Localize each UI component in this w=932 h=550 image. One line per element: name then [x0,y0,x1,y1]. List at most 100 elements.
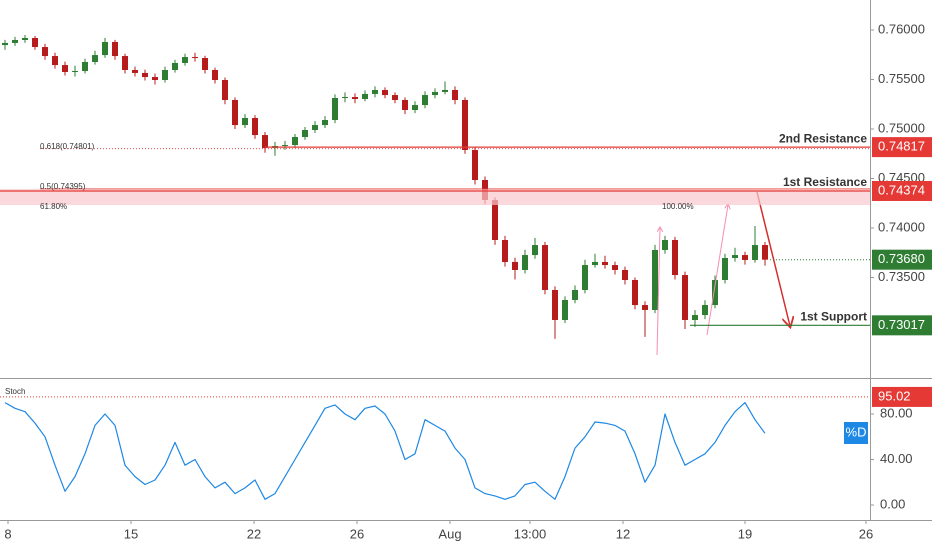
candle-body [462,99,468,150]
candle-body [632,279,638,306]
candle-body [752,245,758,260]
candle-body [642,305,648,310]
candle-body [542,245,548,290]
candle-body [742,255,748,260]
price-tag [872,137,932,158]
candle-body [732,255,738,259]
resistance-zone [0,188,870,206]
candle-body [532,245,538,256]
candle-body [182,57,188,63]
price-tag-label: 95.02 [878,388,911,403]
fib-label: 0.618(0.74801) [40,142,95,151]
fib-percent: 61.80% [40,202,67,211]
candle-body [252,118,258,136]
y-tick-label: 0.73500 [878,269,925,284]
candle-body [382,89,388,96]
candle-body [322,119,328,126]
candle-body [392,95,398,100]
candle-body [332,98,338,120]
candle-body [592,261,598,266]
candle-body [602,261,608,266]
stoch-title: Stoch [5,387,25,396]
candle-body [282,145,288,147]
swing-arrow [706,205,728,336]
candle-body [572,289,578,300]
candle-body [52,56,58,66]
swing-arrow [656,228,660,356]
candle-body [682,275,688,320]
x-tick-label: 19 [738,526,752,541]
candle-body [472,149,478,180]
candle-body [132,69,138,73]
candle-body [222,79,228,100]
candle-body [342,97,348,99]
candle-body [442,89,448,92]
candle-body [162,69,168,80]
candle-body [32,38,38,48]
x-tick-label: 26 [859,526,873,541]
candle-body [12,39,18,43]
candle-body [562,299,568,320]
candle-body [232,99,238,126]
candle-body [652,249,658,310]
y-tick-label: 40.00 [880,451,913,466]
x-tick-label: Aug [438,526,461,541]
candle-body [622,269,628,280]
candle-body [2,42,8,46]
level-name: 1st Resistance [783,175,867,189]
candle-body [92,55,98,62]
candle-body [702,305,708,316]
y-tick-label: 0.00 [880,496,905,511]
candle-body [72,70,78,72]
fib-label: 0.5(0.74395) [40,182,86,191]
candle-body [372,89,378,94]
candle-body [552,289,558,320]
candle-body [82,61,88,71]
level-name: 1st Support [800,310,867,324]
candle-body [362,93,368,100]
candle-body [582,265,588,290]
candle-body [722,258,728,280]
candle-body [202,58,208,70]
candle-body [62,65,68,72]
candle-body [492,199,498,240]
price-tag-label: 0.74817 [878,139,925,154]
candle-body [302,129,308,138]
x-tick-label: 8 [4,526,11,541]
fib-percent: 100.00% [662,202,694,211]
candle-body [242,118,248,126]
level-name: 2nd Resistance [779,131,867,145]
price-tag [872,315,932,336]
y-tick-label: 0.74000 [878,219,925,234]
candle-body [142,72,148,78]
candle-body [102,41,108,56]
candle-body [192,57,198,59]
price-tag-label: 0.74374 [878,182,925,197]
candle-body [692,315,698,320]
candle-body [122,56,128,70]
price-tag [872,249,932,270]
legend-badge [844,422,868,444]
candle-body [422,95,428,106]
target-arrow [756,191,790,326]
y-tick-label: 0.76000 [878,21,925,36]
candle-body [712,279,718,306]
candle-body [292,137,298,146]
x-tick-label: 13:00 [514,526,547,541]
x-tick-label: 26 [350,526,364,541]
candle-body [512,261,518,270]
stoch-line [4,402,766,500]
price-tag-label: 0.73017 [878,317,925,332]
x-tick-label: 22 [247,526,261,541]
candle-body [22,38,28,40]
price-tag-label: 0.73680 [878,251,925,266]
candle-body [412,105,418,110]
candle-body [612,265,618,270]
candle-body [212,69,218,80]
candle-body [172,62,178,70]
candle-body [522,255,528,270]
candle-body [662,239,668,250]
candle-body [112,41,118,57]
